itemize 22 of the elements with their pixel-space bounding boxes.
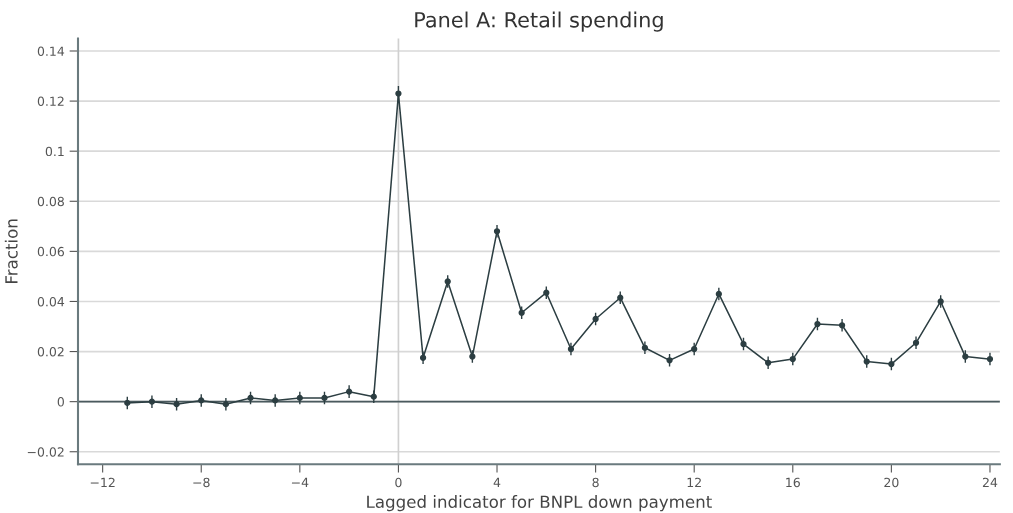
y-tick-label: 0.06 — [37, 246, 65, 257]
x-tick-label: 4 — [493, 477, 501, 487]
y-tick-label: −0.02 — [27, 447, 64, 457]
x-tick-label: −8 — [193, 477, 210, 488]
y-tick-label: 0.12 — [37, 96, 64, 107]
x-tick-label: −12 — [90, 477, 115, 487]
x-axis-title: Lagged indicator for BNPL down payment — [367, 495, 712, 512]
x-tick-label: −4 — [291, 477, 309, 487]
x-tick-label: 16 — [786, 477, 800, 488]
y-tick-label: 0 — [57, 397, 64, 407]
chart-title: Panel A: Retail spending — [415, 11, 663, 32]
x-tick-label: 24 — [982, 477, 998, 487]
x-tick-label: 8 — [592, 477, 599, 488]
y-tick-label: 0.14 — [37, 46, 65, 56]
x-tick-label: 20 — [884, 477, 899, 488]
y-tick-label: 0.08 — [37, 196, 64, 207]
y-axis-title: Fraction — [4, 219, 18, 283]
x-tick-label: 12 — [687, 477, 701, 487]
x-tick-label: 0 — [395, 477, 402, 488]
y-tick-label: 0.02 — [37, 347, 64, 357]
y-tick-label: 0.04 — [37, 296, 65, 307]
y-tick-label: 0.1 — [45, 146, 64, 157]
